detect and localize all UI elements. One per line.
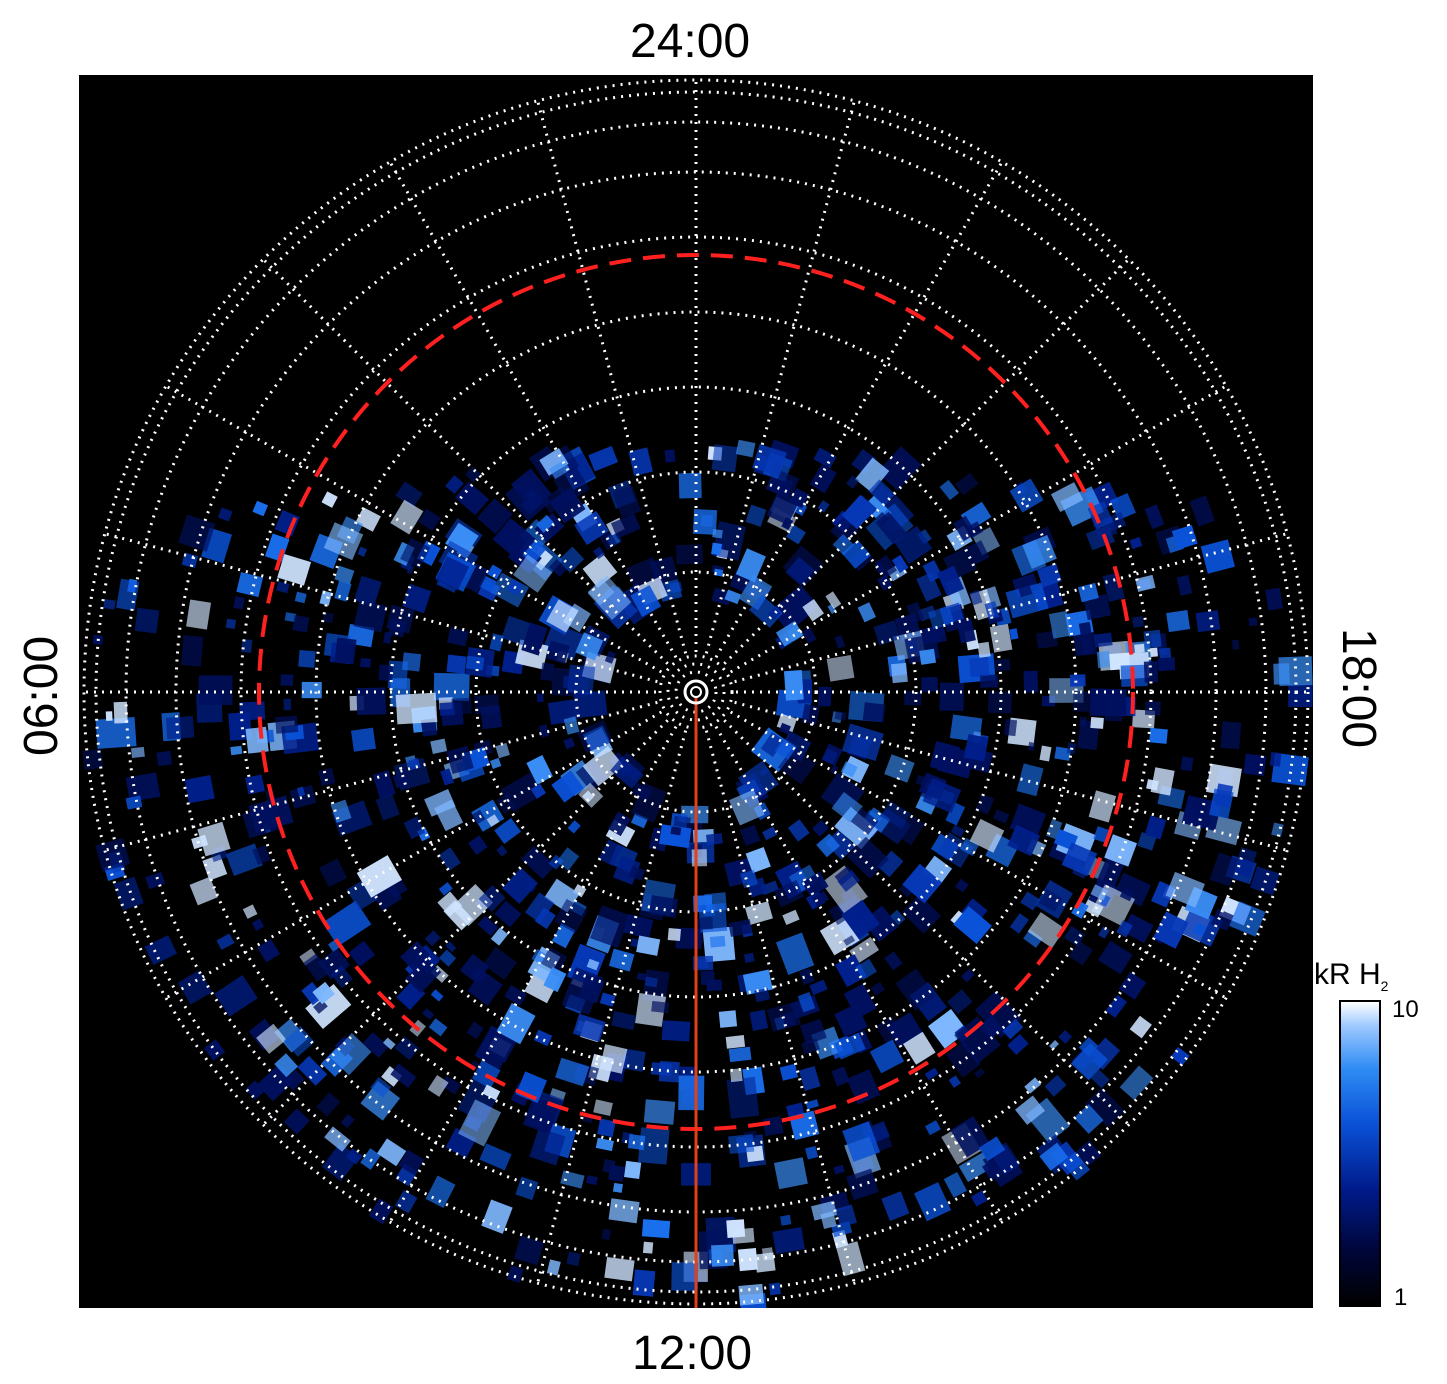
colorbar-max-label: 10 [1392,996,1419,1023]
local-time-label-dawn: 06:00 [15,635,68,756]
colorbar [1339,1000,1381,1307]
pole-marker-outer [683,679,709,705]
colorbar-title: kR H2 [1314,958,1389,994]
local-time-label-noon: 12:00 [632,1327,753,1380]
pole-marker-inner [690,686,702,698]
local-time-label-midnight: 24:00 [630,15,751,68]
aurora-emission-layer [82,439,1313,1308]
colorbar-min-label: 1 [1394,1284,1408,1311]
local-time-label-dusk: 18:00 [1332,628,1385,749]
polar-auroral-map [79,75,1313,1308]
